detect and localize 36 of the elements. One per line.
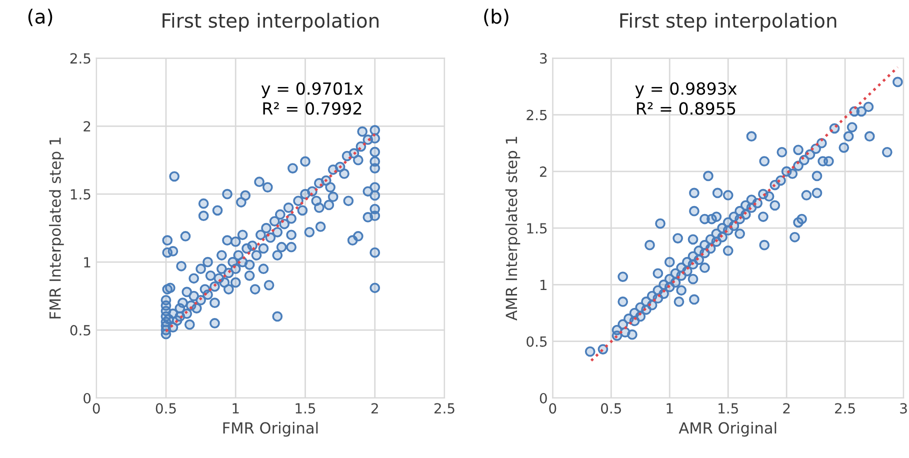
x-tick-label: 2.5 (434, 403, 454, 414)
y-axis-title: FMR Interpolated step 1 (49, 138, 64, 318)
y-tick-label: 2.5 (70, 53, 90, 64)
text: (b) (484, 8, 508, 26)
x-axis-title: FMR Original (223, 422, 318, 437)
x-tick-label: 1 (666, 403, 673, 414)
x-tick-label: 2 (371, 403, 378, 414)
x-tick-label: 0.5 (601, 403, 621, 414)
x-tick-label: 1 (232, 403, 239, 414)
x-tick-label: 0 (549, 403, 556, 414)
annotation: y = 0.9701x R² = 0.7992 (261, 82, 363, 115)
annotation: y = 0.9893x R² = 0.8955 (635, 82, 737, 115)
y-tick-label: 0 (84, 392, 91, 404)
y-tick-label: 1.5 (70, 189, 90, 200)
chart-title: First step interpolation (620, 12, 836, 32)
x-tick-label: 1.5 (718, 403, 738, 414)
text: (a) (28, 8, 52, 26)
y-tick-label: 0.5 (526, 336, 547, 347)
x-tick-label: 2.5 (835, 403, 855, 414)
y-tick-label: 2 (540, 166, 546, 177)
y-tick-label: 2.5 (526, 110, 547, 120)
y-tick-label: 0 (540, 392, 547, 404)
y-tick-label: 1 (84, 257, 90, 268)
y-tick-label: 2 (84, 121, 90, 132)
y-tick-label: 1 (540, 280, 547, 290)
y-axis-title: AMR Interpolated step 1 (505, 136, 520, 321)
x-tick-label: 0 (92, 403, 100, 414)
x-tick-label: 3 (900, 403, 907, 414)
chart-title: First step interpolation (162, 12, 379, 32)
x-tick-label: 0.5 (156, 403, 176, 414)
x-axis-title: AMR Original (678, 422, 776, 437)
x-tick-label: 2 (783, 403, 790, 414)
x-tick-label: 1.5 (296, 403, 316, 414)
y-tick-label: 1.5 (527, 223, 547, 234)
y-tick-label: 0.5 (70, 325, 90, 336)
y-tick-label: 3 (540, 53, 547, 64)
